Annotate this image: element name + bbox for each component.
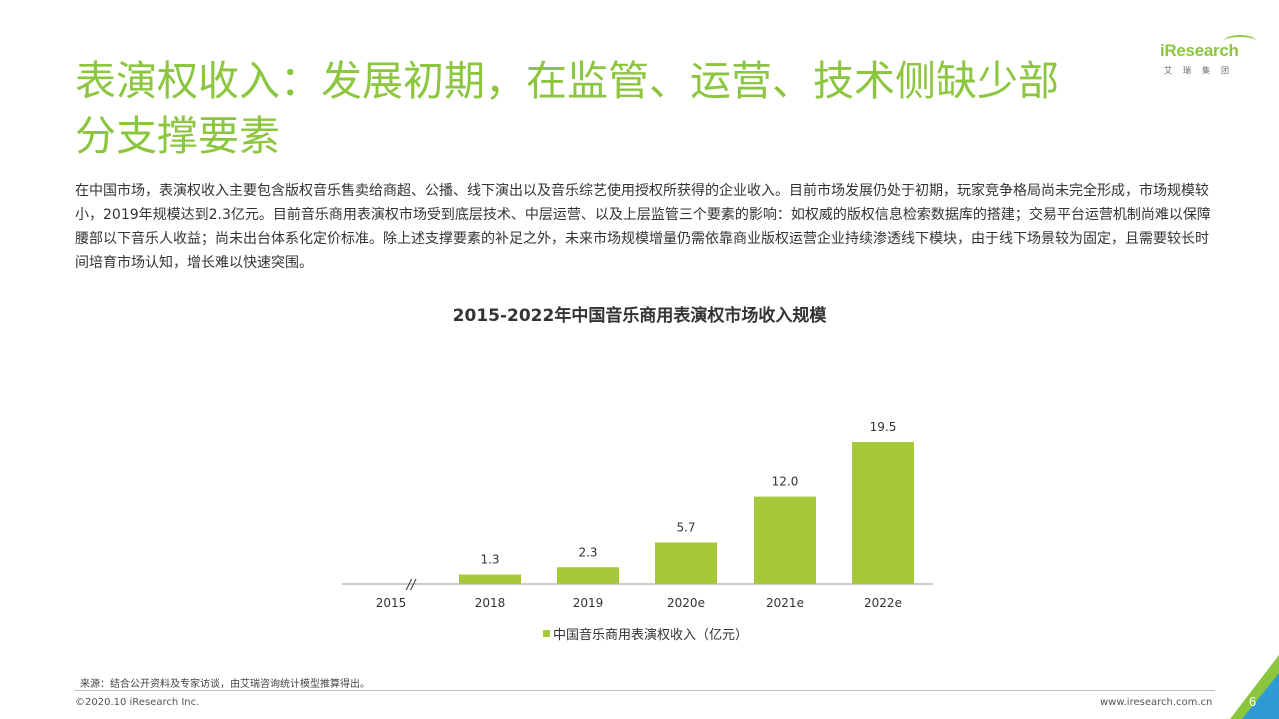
- tick-label-2021e: 2021e: [766, 596, 804, 610]
- legend-label: 中国音乐商用表演权收入（亿元）: [553, 628, 749, 643]
- copyright-text: ©2020.10 iResearch Inc.: [75, 697, 200, 708]
- corner-triangle-dark: [1242, 673, 1279, 719]
- corner-decoration: [1230, 655, 1279, 719]
- tick-label-2018: 2018: [475, 596, 506, 610]
- iresearch-logo: iResearch 艾瑞集团: [1160, 35, 1260, 81]
- data-label-2019: 2.3: [578, 545, 597, 559]
- logo-brand: iResearch: [1160, 41, 1239, 60]
- page-number: 6: [1249, 694, 1257, 709]
- page-title: 表演权收入：发展初期，在监管、运营、技术侧缺少部分支撑要素: [75, 57, 1059, 160]
- bar-2020e: [655, 542, 717, 584]
- intro-paragraph: 在中国市场，表演权收入主要包含版权音乐售卖给商超、公播、线下演出以及音乐综艺使用…: [75, 183, 1211, 271]
- source-note: 来源：结合公开资料及专家访谈，由艾瑞咨询统计模型推算得出。: [80, 679, 370, 690]
- footer-divider: [75, 690, 1215, 691]
- tick-label-2019: 2019: [573, 596, 604, 610]
- legend-swatch: [543, 630, 550, 637]
- bar-2022e: [852, 442, 914, 584]
- bar-2019: [557, 567, 619, 584]
- bar-chart: // 2015 1.3 2018 2.3 2019 5.7 2020e 12.0 2021e 19.…: [342, 420, 933, 610]
- data-label-2018: 1.3: [480, 553, 499, 567]
- tick-label-2022e: 2022e: [864, 596, 902, 610]
- data-label-2020e: 5.7: [676, 520, 695, 534]
- bar-2021e: [754, 496, 816, 584]
- bar-2018: [459, 574, 521, 584]
- logo-subtitle: 艾瑞集团: [1164, 66, 1240, 75]
- data-label-2021e: 12.0: [772, 475, 799, 489]
- chart-legend: 中国音乐商用表演权收入（亿元）: [543, 624, 748, 643]
- tick-label-2015: 2015: [376, 596, 407, 610]
- axis-break-marker: //: [406, 578, 417, 593]
- tick-label-2020e: 2020e: [667, 596, 705, 610]
- chart-title: 2015-2022年中国音乐商用表演权市场收入规模: [452, 306, 827, 326]
- logo-leaf-icon: [1224, 35, 1256, 47]
- data-label-2022e: 19.5: [870, 420, 897, 434]
- website-link[interactable]: www.iresearch.com.cn: [1100, 697, 1213, 708]
